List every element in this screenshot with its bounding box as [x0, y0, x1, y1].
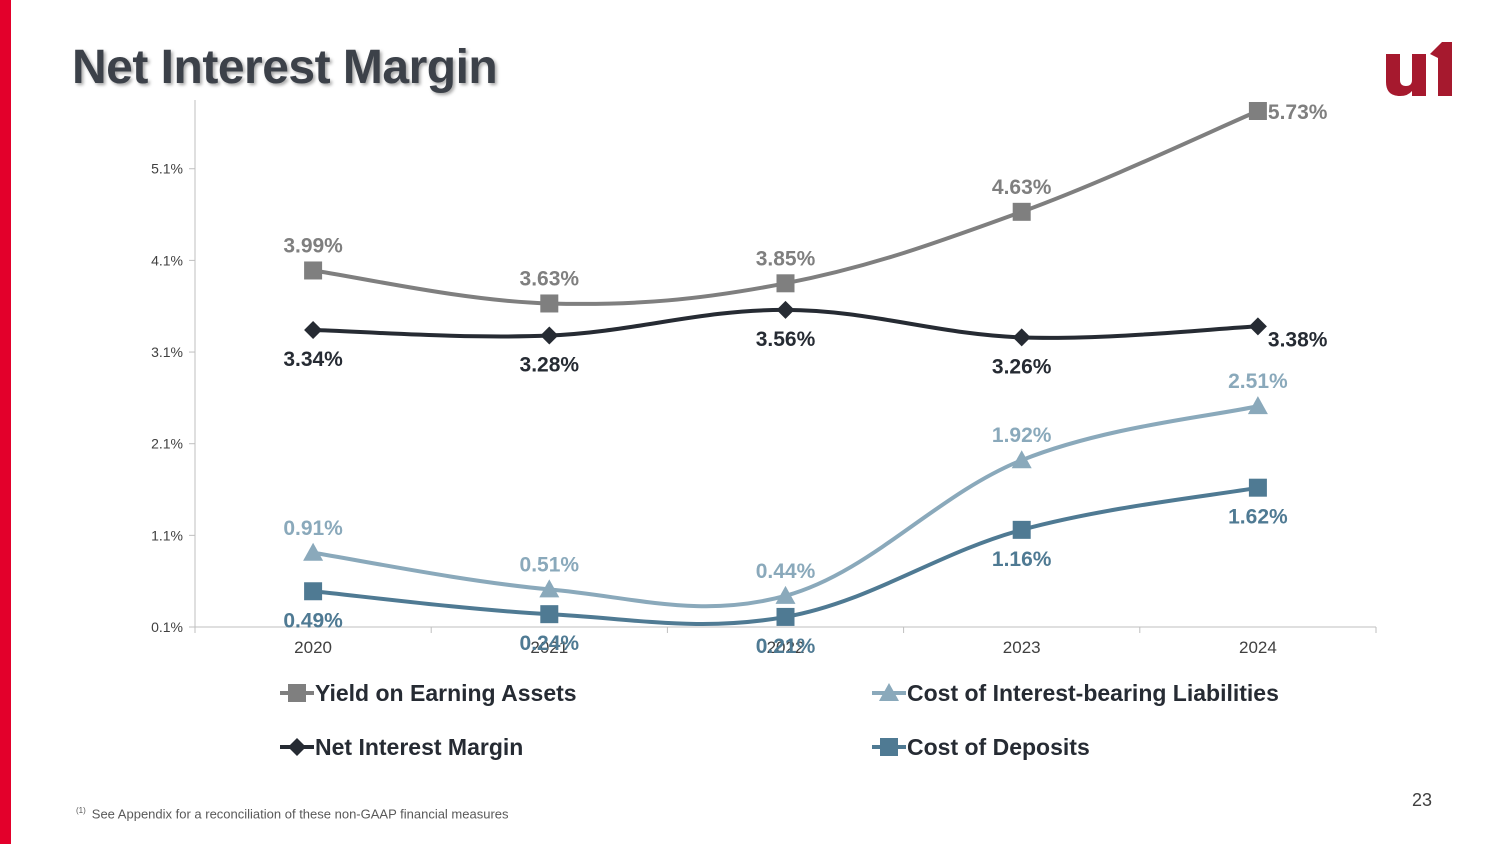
x-tick-label: 2021 [530, 638, 568, 657]
footnote-text: See Appendix for a reconciliation of the… [91, 806, 509, 822]
legend-label: Yield on Earning Assets [315, 680, 577, 706]
data-point [304, 261, 323, 280]
data-point [540, 605, 559, 624]
data-point [776, 274, 795, 293]
data-point [1012, 520, 1031, 539]
legend-label: Cost of Interest-bearing Liabilities [907, 680, 1279, 706]
data-label: 0.24% [520, 632, 580, 655]
x-tick-label: 2024 [1239, 638, 1277, 657]
legend-marker [880, 738, 898, 756]
data-point [540, 294, 559, 313]
data-label: 0.44% [756, 560, 816, 583]
data-point [539, 579, 560, 598]
accent-bar [0, 0, 11, 844]
y-tick-label: 2.1% [151, 436, 183, 452]
data-label: 4.63% [992, 176, 1052, 199]
data-label: 3.28% [520, 354, 580, 377]
data-point [775, 585, 796, 604]
data-label: 5.73% [1268, 101, 1328, 124]
y-tick-label: 1.1% [151, 527, 183, 543]
legend-marker [288, 684, 306, 702]
data-label: 2.51% [1228, 370, 1288, 393]
x-tick-label: 2020 [294, 638, 332, 657]
x-tick-label: 2023 [1003, 638, 1041, 657]
data-point [1248, 101, 1267, 120]
footnote-marker: (1) [76, 806, 86, 815]
data-label: 3.38% [1268, 328, 1328, 351]
y-tick-label: 4.1% [151, 252, 183, 268]
line-chart: 0.1% 1.1% 2.1% 3.1% 4.1% 5.1% 2020 2021 2022 2023… [151, 100, 1377, 760]
data-point [1012, 328, 1031, 347]
data-label: 0.51% [520, 553, 580, 576]
data-point [1011, 450, 1032, 469]
data-point [776, 300, 795, 319]
page-number: 23 [1412, 790, 1433, 810]
y-tick-label: 5.1% [151, 161, 183, 177]
data-point [776, 607, 795, 626]
legend-label: Cost of Deposits [907, 734, 1090, 760]
data-point [1248, 478, 1267, 497]
data-point [1247, 396, 1268, 415]
company-logo [1386, 42, 1452, 96]
x-tick-label: 2022 [767, 638, 805, 657]
data-label: 0.21% [756, 635, 816, 658]
data-point [540, 326, 559, 345]
data-point [1012, 202, 1031, 221]
data-label: 3.34% [283, 348, 343, 371]
legend-label: Net Interest Margin [315, 734, 523, 760]
y-tick-label: 0.1% [151, 619, 183, 635]
page-title: Net Interest Margin [72, 41, 498, 94]
data-label: 1.16% [992, 548, 1052, 571]
data-label: 0.49% [283, 609, 343, 632]
data-label: 3.99% [283, 234, 343, 257]
legend-marker [879, 683, 899, 701]
data-label: 3.56% [756, 328, 816, 351]
data-label: 1.92% [992, 424, 1052, 447]
data-point [304, 582, 323, 601]
data-point [303, 542, 324, 561]
data-label: 0.91% [283, 517, 343, 540]
data-label: 3.85% [756, 247, 816, 270]
legend-marker [288, 738, 306, 756]
data-label: 3.63% [520, 267, 580, 290]
footnote: (1) See Appendix for a reconciliation of … [76, 806, 509, 821]
data-label: 1.62% [1228, 506, 1288, 529]
data-point [304, 321, 323, 340]
data-label: 3.26% [992, 355, 1052, 378]
y-tick-label: 3.1% [151, 344, 183, 360]
data-point [1248, 317, 1267, 336]
